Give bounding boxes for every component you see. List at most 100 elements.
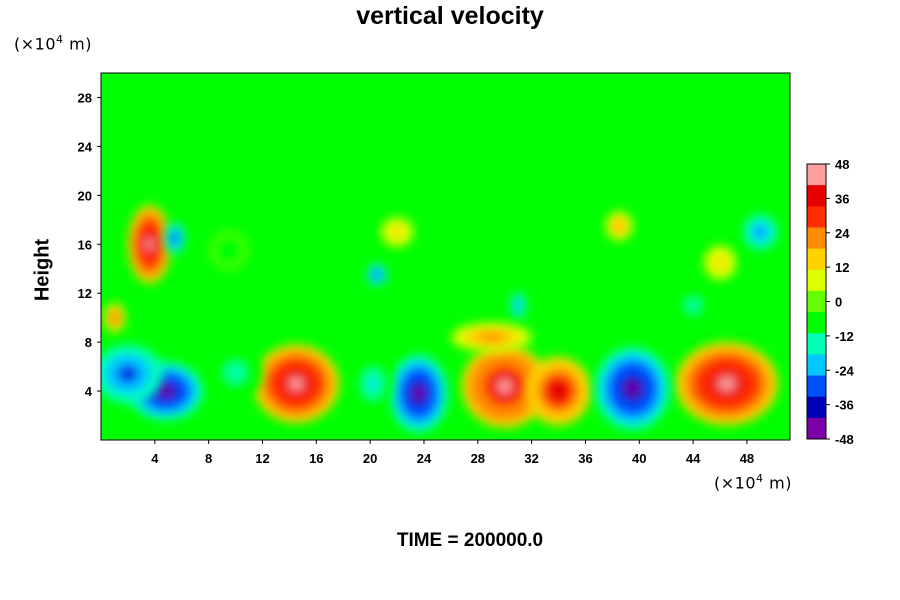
velocity-cell bbox=[164, 221, 186, 256]
velocity-cell bbox=[127, 205, 171, 284]
velocity-cell bbox=[380, 217, 414, 247]
x-tick-label: 44 bbox=[686, 451, 701, 466]
contour-level bbox=[225, 247, 232, 254]
colorbar-swatch bbox=[807, 375, 826, 398]
x-tick-label: 8 bbox=[205, 451, 212, 466]
colorbar-tick-label: 48 bbox=[835, 157, 849, 172]
contour-level bbox=[394, 229, 400, 235]
x-tick-label: 28 bbox=[471, 451, 485, 466]
colorbar-swatch bbox=[807, 269, 826, 292]
y-unit-exponent: 4 bbox=[56, 33, 64, 46]
velocity-cell bbox=[208, 345, 263, 400]
velocity-cell bbox=[366, 262, 388, 288]
contour-level bbox=[159, 386, 172, 396]
colorbar-swatch bbox=[807, 396, 826, 419]
velocity-cell bbox=[103, 302, 126, 333]
y-tick-label: 8 bbox=[85, 335, 92, 350]
contour-level bbox=[484, 334, 498, 340]
contour-level bbox=[757, 228, 764, 236]
colorbar-swatch bbox=[807, 333, 826, 355]
y-tick-label: 24 bbox=[78, 139, 93, 154]
colorbar-tick-label: -24 bbox=[835, 363, 855, 378]
velocity-cell bbox=[253, 344, 340, 423]
velocity-cell bbox=[703, 245, 737, 280]
velocity-cell bbox=[101, 344, 163, 404]
x-axis-ticks: 4 8 12 16 20 24 28 32 36 40 44 48 bbox=[151, 440, 754, 466]
velocity-cell bbox=[605, 211, 633, 241]
contour-level bbox=[718, 376, 736, 391]
velocity-cell bbox=[741, 212, 780, 252]
colorbar-swatch bbox=[807, 164, 826, 186]
velocity-cell bbox=[353, 356, 392, 411]
velocity-cell bbox=[510, 290, 527, 321]
y-axis-ticks: 4 8 12 16 20 24 28 bbox=[78, 90, 101, 399]
colorbar-tick-label: -12 bbox=[835, 329, 854, 344]
y-unit-suffix: m) bbox=[63, 34, 92, 54]
x-tick-label: 24 bbox=[417, 451, 432, 466]
contour-level bbox=[616, 223, 622, 229]
y-tick-label: 20 bbox=[78, 188, 92, 203]
contour-level bbox=[173, 235, 177, 242]
y-tick-label: 4 bbox=[85, 384, 93, 399]
contour-level bbox=[717, 259, 723, 266]
x-tick-label: 36 bbox=[578, 451, 592, 466]
velocity-field bbox=[101, 205, 780, 433]
colorbar-swatch bbox=[807, 354, 826, 377]
plot-frame bbox=[100, 72, 791, 441]
y-tick-label: 28 bbox=[78, 90, 92, 105]
colorbar-swatch bbox=[807, 248, 826, 271]
y-tick-label: 16 bbox=[78, 237, 92, 252]
chart-title: vertical velocity bbox=[356, 2, 544, 30]
x-tick-label: 12 bbox=[255, 451, 269, 466]
colorbar-swatch bbox=[807, 206, 826, 228]
x-tick-label: 16 bbox=[309, 451, 323, 466]
colorbar-swatch bbox=[807, 417, 826, 440]
velocity-cell bbox=[675, 342, 778, 426]
colorbar-tick-label: -36 bbox=[835, 398, 854, 413]
colorbar-swatch bbox=[807, 185, 826, 207]
contour-level bbox=[497, 379, 512, 394]
colorbar: 48 36 24 12 0 -12 -24 -36 -48 bbox=[806, 157, 855, 447]
x-tick-label: 32 bbox=[524, 451, 538, 466]
x-unit-suffix: m) bbox=[763, 473, 792, 493]
x-tick-label: 4 bbox=[151, 451, 159, 466]
velocity-cell bbox=[450, 322, 532, 352]
colorbar-tick-label: 12 bbox=[835, 260, 849, 275]
contour-level bbox=[375, 272, 379, 277]
time-label: TIME = 200000.0 bbox=[396, 530, 544, 551]
colorbar-tick-label: 36 bbox=[835, 191, 849, 206]
contour-level bbox=[369, 379, 376, 389]
contour-level bbox=[112, 315, 117, 321]
contour-level bbox=[689, 302, 697, 309]
contour-level bbox=[413, 386, 424, 401]
contour-level bbox=[553, 385, 564, 397]
velocity-cell bbox=[388, 354, 449, 433]
colorbar-tick-label: 0 bbox=[835, 295, 842, 310]
velocity-cell bbox=[210, 230, 248, 270]
contour-level bbox=[288, 377, 304, 391]
contour-level bbox=[626, 381, 639, 396]
contour-level bbox=[516, 302, 520, 308]
colorbar-swatch bbox=[807, 312, 826, 334]
colorbar-swatch bbox=[807, 227, 826, 250]
velocity-cell bbox=[594, 347, 671, 431]
x-unit-prefix: (×10 bbox=[714, 473, 757, 493]
y-axis-unit: (×104 m) bbox=[14, 33, 92, 53]
velocity-cell bbox=[461, 344, 548, 428]
colorbar-tick-label: 24 bbox=[835, 226, 850, 241]
x-tick-label: 40 bbox=[632, 451, 646, 466]
colorbar-swatch bbox=[807, 290, 826, 313]
velocity-cell bbox=[674, 288, 712, 323]
colorbar-tick-label: -48 bbox=[835, 432, 854, 447]
y-tick-label: 12 bbox=[78, 286, 92, 301]
velocity-cell bbox=[526, 356, 591, 426]
x-tick-label: 20 bbox=[363, 451, 377, 466]
y-unit-prefix: (×10 bbox=[14, 34, 57, 54]
x-unit-exponent: 4 bbox=[756, 472, 764, 485]
x-tick-label: 48 bbox=[740, 451, 754, 466]
x-axis-unit: (×104 m) bbox=[714, 472, 792, 492]
contour-level bbox=[122, 369, 134, 379]
contour-level bbox=[231, 368, 241, 378]
